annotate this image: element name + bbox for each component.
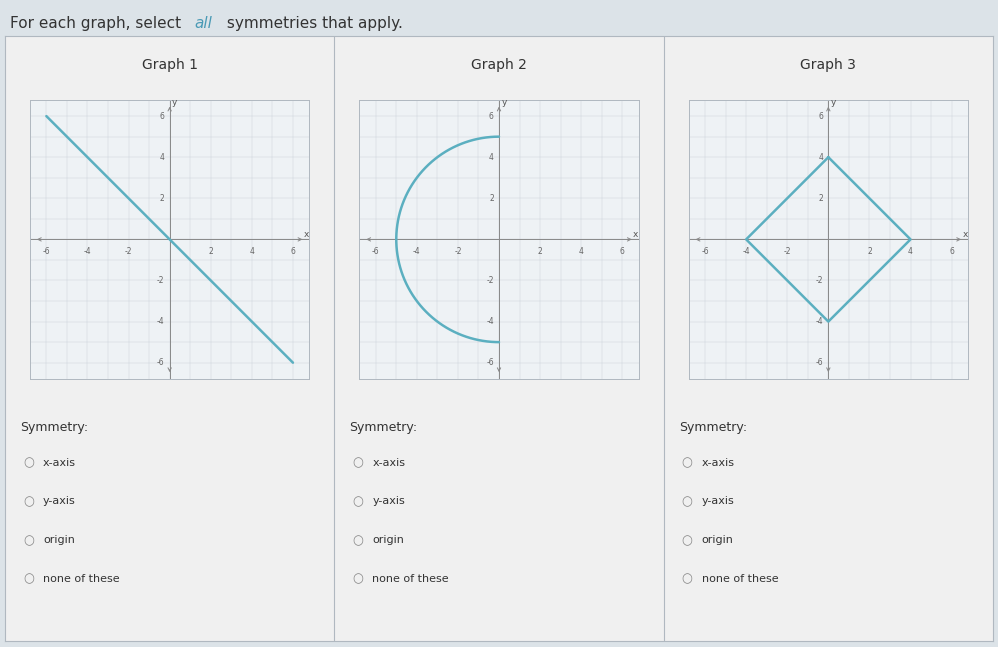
Text: 6: 6: [160, 112, 165, 120]
Text: ○: ○: [23, 495, 34, 508]
Text: -6: -6: [702, 247, 709, 256]
Text: -6: -6: [157, 358, 165, 367]
Text: y: y: [501, 98, 507, 107]
Text: 2: 2: [209, 247, 214, 256]
Text: 6: 6: [489, 112, 494, 120]
Text: Graph 3: Graph 3: [800, 58, 856, 72]
Text: -2: -2: [454, 247, 462, 256]
Text: symmetries that apply.: symmetries that apply.: [222, 16, 402, 31]
Text: -6: -6: [486, 358, 494, 367]
Text: origin: origin: [43, 535, 75, 545]
Text: 6: 6: [818, 112, 823, 120]
Text: 4: 4: [250, 247, 254, 256]
Text: -4: -4: [413, 247, 420, 256]
Text: ○: ○: [23, 573, 34, 586]
Text: y-axis: y-axis: [372, 496, 405, 507]
Text: y-axis: y-axis: [702, 496, 735, 507]
Text: 2: 2: [160, 194, 165, 203]
Text: y: y: [830, 98, 836, 107]
Text: -4: -4: [486, 317, 494, 326]
Text: ○: ○: [682, 495, 693, 508]
Text: ○: ○: [352, 534, 363, 547]
Text: 6: 6: [620, 247, 625, 256]
Text: x-axis: x-axis: [372, 457, 405, 468]
Text: -4: -4: [815, 317, 823, 326]
Text: Graph 2: Graph 2: [471, 58, 527, 72]
Text: 6: 6: [949, 247, 954, 256]
Text: 6: 6: [290, 247, 295, 256]
Text: -2: -2: [815, 276, 823, 285]
Text: -4: -4: [84, 247, 91, 256]
Text: Graph 1: Graph 1: [142, 58, 198, 72]
Text: none of these: none of these: [43, 574, 120, 584]
Text: 4: 4: [908, 247, 913, 256]
Text: x: x: [303, 230, 309, 239]
Text: ○: ○: [352, 495, 363, 508]
Text: ○: ○: [682, 534, 693, 547]
Text: Symmetry:: Symmetry:: [679, 421, 747, 433]
Text: -2: -2: [486, 276, 494, 285]
Text: -4: -4: [743, 247, 749, 256]
Text: 4: 4: [818, 153, 823, 162]
Text: 2: 2: [489, 194, 494, 203]
Text: -6: -6: [372, 247, 379, 256]
Text: x: x: [962, 230, 968, 239]
Text: 2: 2: [867, 247, 872, 256]
Text: y-axis: y-axis: [43, 496, 76, 507]
Text: ○: ○: [352, 573, 363, 586]
Text: -4: -4: [157, 317, 165, 326]
Text: 2: 2: [538, 247, 543, 256]
Text: none of these: none of these: [372, 574, 449, 584]
Text: all: all: [195, 16, 213, 31]
Text: x-axis: x-axis: [702, 457, 735, 468]
Text: -2: -2: [783, 247, 791, 256]
Text: Symmetry:: Symmetry:: [349, 421, 417, 433]
Text: origin: origin: [702, 535, 734, 545]
Text: x-axis: x-axis: [43, 457, 76, 468]
Text: 4: 4: [579, 247, 584, 256]
Text: -6: -6: [815, 358, 823, 367]
Text: 4: 4: [160, 153, 165, 162]
Text: origin: origin: [372, 535, 404, 545]
Text: ○: ○: [352, 456, 363, 469]
Text: -2: -2: [125, 247, 133, 256]
Text: none of these: none of these: [702, 574, 778, 584]
Text: 4: 4: [489, 153, 494, 162]
Text: ○: ○: [23, 534, 34, 547]
Text: ○: ○: [23, 456, 34, 469]
Text: x: x: [633, 230, 639, 239]
Text: -2: -2: [157, 276, 165, 285]
Text: ○: ○: [682, 456, 693, 469]
Text: y: y: [172, 98, 178, 107]
Text: 2: 2: [818, 194, 823, 203]
Text: Symmetry:: Symmetry:: [20, 421, 88, 433]
Text: -6: -6: [43, 247, 50, 256]
Text: ○: ○: [682, 573, 693, 586]
Text: For each graph, select: For each graph, select: [10, 16, 186, 31]
